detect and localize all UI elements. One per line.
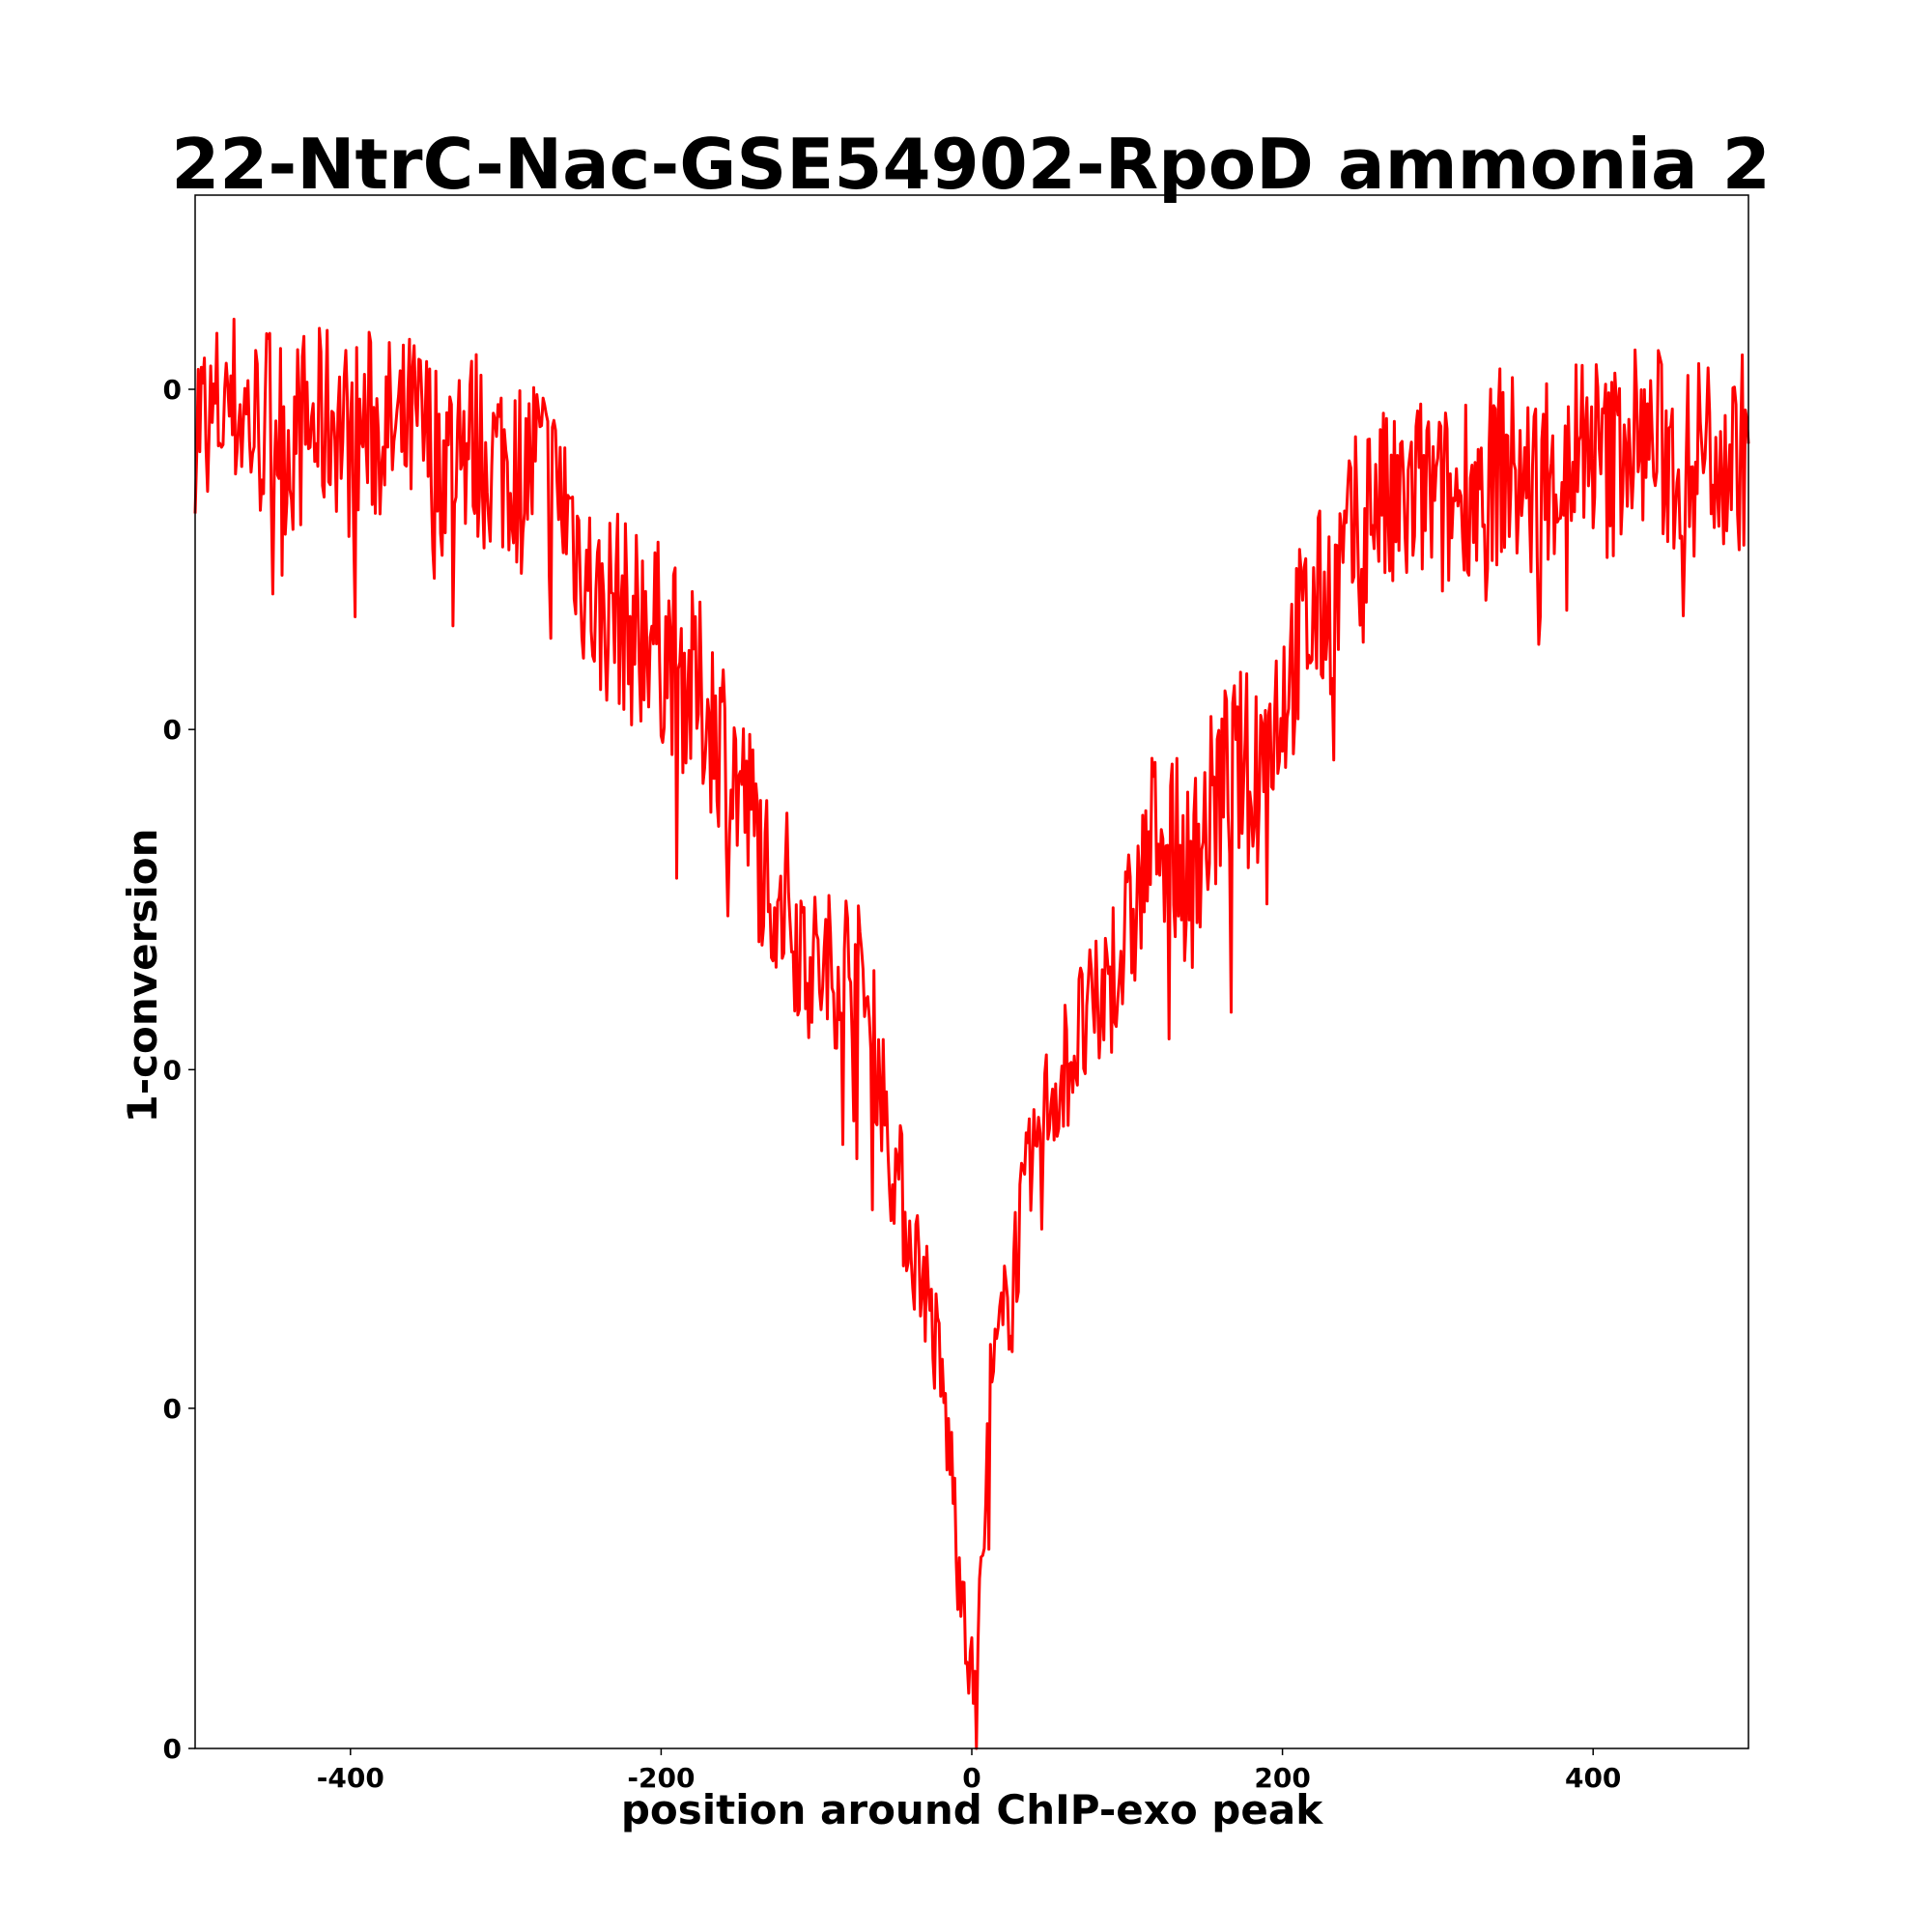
x-tick-label: 0	[962, 1762, 980, 1794]
x-axis: -400 -200 0 200 400	[317, 1748, 1621, 1794]
plot-area	[193, 194, 1750, 1750]
y-tick-label: 0	[163, 1733, 182, 1765]
y-tick-label: 0	[163, 1054, 182, 1086]
y-tick-label: 0	[163, 714, 182, 746]
x-tick-label: -200	[627, 1762, 695, 1794]
y-tick-label: 0	[163, 374, 182, 406]
x-tick-label: 200	[1254, 1762, 1310, 1794]
y-tick-label: 0	[163, 1393, 182, 1425]
x-axis-label: position around ChIP-exo peak	[621, 1786, 1323, 1833]
series-line	[193, 317, 1750, 1750]
y-axis: 0 0 0 0 0	[163, 374, 195, 1765]
y-axis-label: 1-conversion	[119, 828, 166, 1122]
x-tick-label: -400	[317, 1762, 384, 1794]
chart-title: 22-NtrC-Nac-GSE54902-RpoD ammonia 2	[171, 124, 1771, 205]
x-tick-label: 400	[1565, 1762, 1621, 1794]
